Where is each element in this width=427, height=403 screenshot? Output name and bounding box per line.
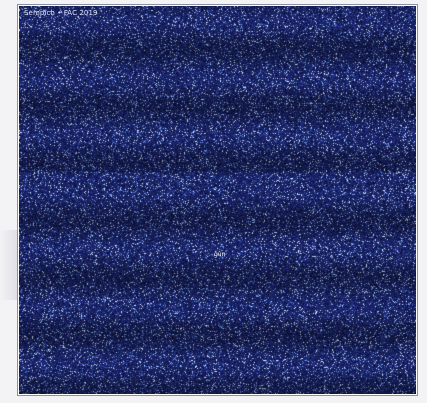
- image-frame: Sempich • FAC 2019 gun: [17, 4, 418, 396]
- image-caption: Sempich • FAC 2019: [24, 9, 98, 17]
- noise-image: Sempich • FAC 2019 gun: [19, 6, 416, 394]
- left-edge-shadow: [0, 230, 18, 300]
- noise-canvas: [19, 6, 416, 394]
- center-label: gun: [214, 251, 226, 258]
